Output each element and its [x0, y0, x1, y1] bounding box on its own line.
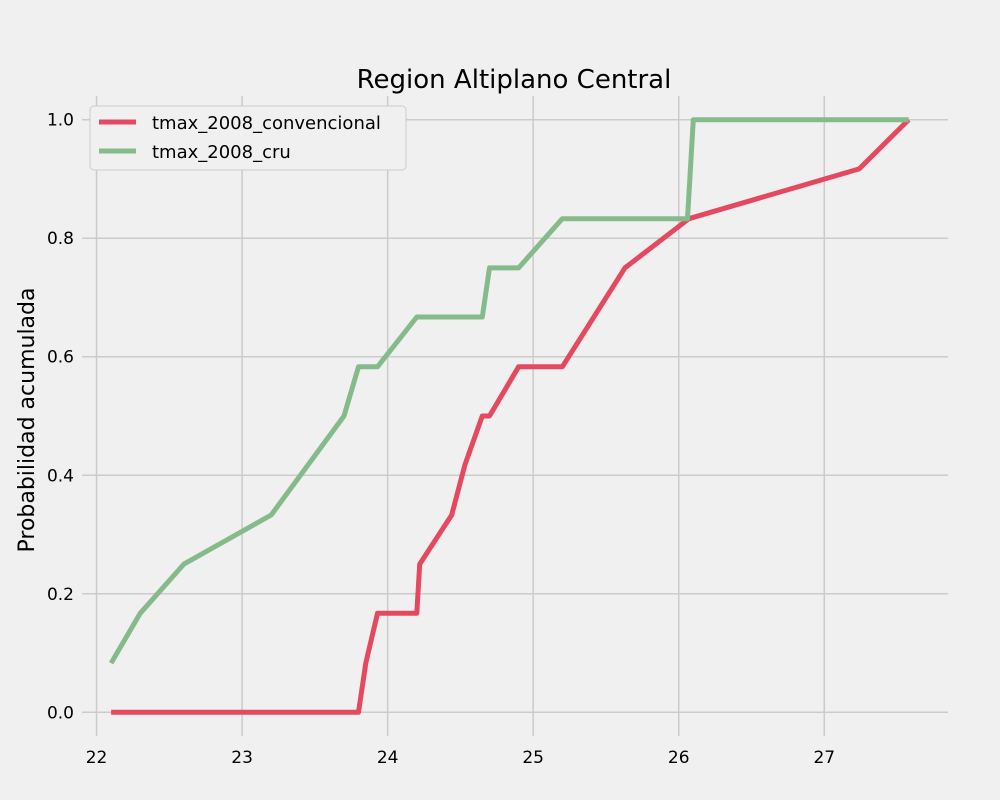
x-tick-label: 23 [231, 748, 253, 768]
legend-box [89, 105, 407, 171]
series-layer [108, 117, 911, 715]
y-tick-label: 0.2 [47, 585, 74, 605]
grid-layer [82, 96, 948, 736]
y-tick-label: 0.4 [47, 466, 74, 486]
series-line-cru [108, 117, 909, 665]
x-tick-label: 27 [813, 748, 835, 768]
legend-label-convencional: tmax_2008_convencional [152, 113, 381, 134]
ticks-layer: 22 23 24 25 26 27 0.0 0.2 0.4 0.6 0.8 1.0 [47, 111, 835, 768]
y-tick-label: 0.6 [47, 348, 74, 368]
chart-title: Region Altiplano Central [357, 65, 672, 95]
legend-label-cru: tmax_2008_cru [152, 142, 291, 163]
series-line-convencional [111, 117, 911, 715]
x-tick-label: 26 [668, 748, 690, 768]
y-axis-label: Probabilidad acumulada [15, 288, 40, 553]
y-tick-label: 0.0 [47, 703, 74, 723]
y-tick-label: 1.0 [47, 111, 74, 131]
x-tick-label: 22 [86, 748, 108, 768]
y-tick-label: 0.8 [47, 229, 74, 249]
legend: tmax_2008_convencional tmax_2008_cru [89, 105, 407, 171]
x-tick-label: 25 [522, 748, 544, 768]
x-tick-label: 24 [377, 748, 399, 768]
